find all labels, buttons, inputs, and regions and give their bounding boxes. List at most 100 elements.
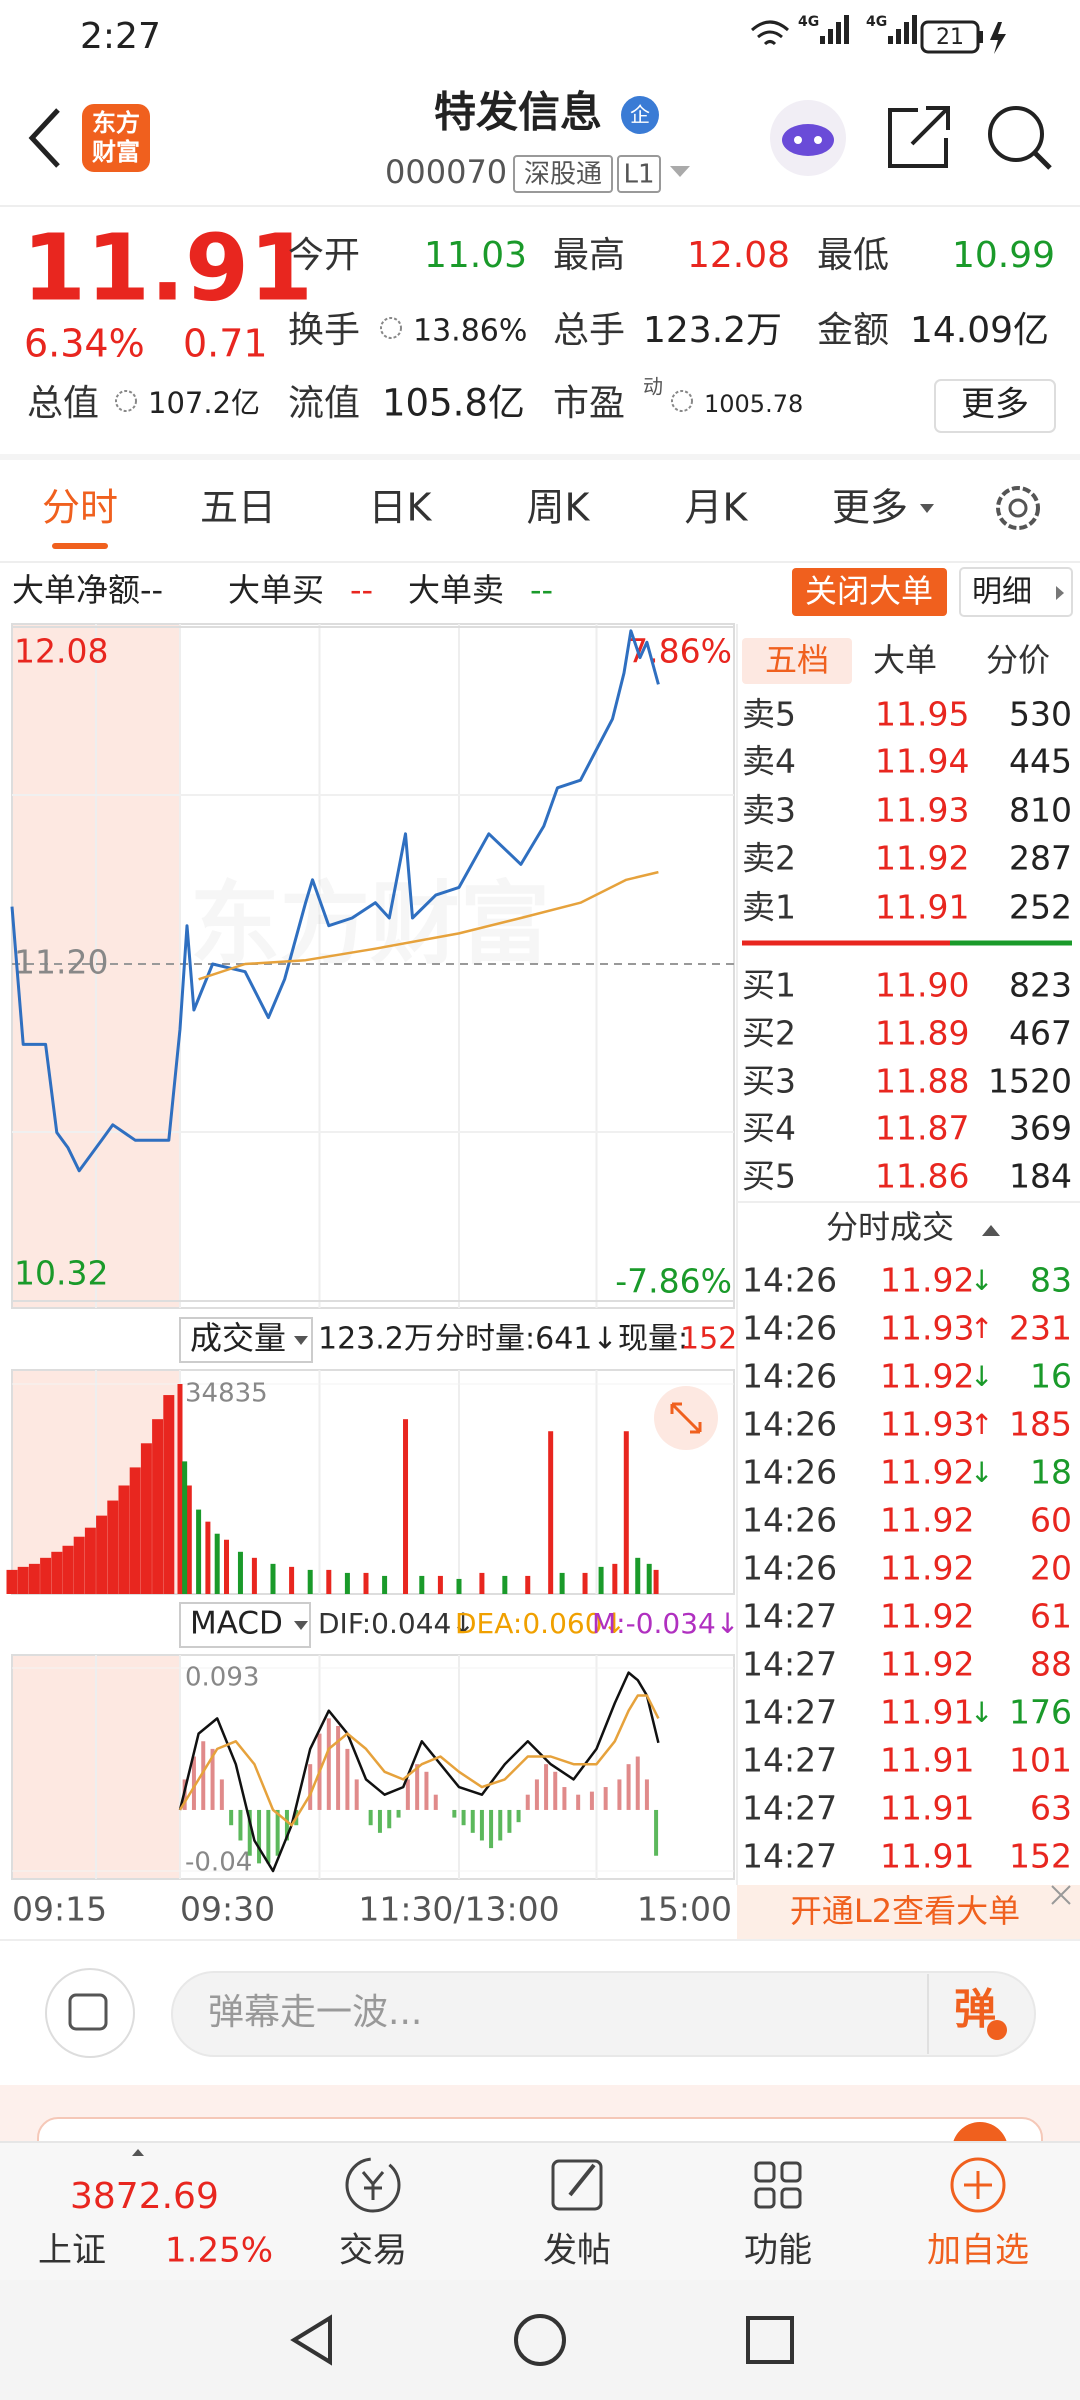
macd-bar [603,1787,608,1810]
field-label: 最低 [817,235,889,276]
trade-volume: 83 [1030,1261,1072,1300]
trade-time: 14:27 [742,1645,837,1684]
info-icon[interactable] [380,317,402,339]
price-tick-label: 11.20 [14,943,108,982]
system-back[interactable] [290,2314,332,2366]
charging-icon [990,22,1006,54]
order-level: 卖4 [742,742,796,781]
nav-item[interactable]: 功能 [744,2231,812,2271]
volume-bar [502,1575,508,1594]
info-icon[interactable] [671,390,693,412]
trade-price: 11.91 [880,1837,974,1876]
settings-button[interactable] [996,486,1040,530]
macd-bar [626,1764,631,1810]
order-level: 买4 [742,1109,796,1148]
volume-bar [270,1563,276,1594]
field-value: 123.2万 [643,310,782,351]
field-label: 流值 [288,383,360,424]
nav-item[interactable]: 加自选 [927,2231,1029,2271]
volume-bar [363,1572,369,1594]
volume-bar [344,1572,350,1594]
trade-time: 14:27 [742,1693,837,1732]
chart-tab[interactable]: 更多 [832,486,908,530]
big-order-label: 大单卖 [408,571,504,609]
time-axis-label: 15:00 [637,1890,732,1929]
order-book-tab[interactable]: 分价 [986,641,1050,679]
order-level: 买1 [742,966,796,1005]
info-icon[interactable] [115,390,137,412]
trades-toggle[interactable] [982,1225,1000,1236]
chart-tab[interactable]: 周K [527,486,591,530]
detail-button[interactable] [959,567,1073,617]
macd-bar [507,1809,512,1833]
macd-bar [238,1809,243,1841]
stock-name: 特发信息 [434,88,602,137]
volume-bar [177,1384,183,1594]
field-value: 12.08 [687,235,790,276]
volume-bar [224,1539,229,1594]
close-big-order-button[interactable] [792,568,947,616]
volume-bar [326,1569,332,1594]
share-button[interactable] [888,106,950,168]
macd-bar [405,1779,410,1810]
order-price: 11.94 [875,742,969,781]
nav-item[interactable]: 发帖 [543,2231,611,2271]
volume-selector[interactable] [179,1317,313,1363]
field-value: 1005.78 [704,390,803,418]
price-tick-label: 12.08 [14,632,108,671]
macd-bar [617,1779,622,1810]
l2-banner[interactable] [737,1885,1080,1940]
trade-price: 11.92 [880,1357,974,1396]
trade-time: 14:26 [742,1357,837,1396]
macd-bar [654,1809,659,1856]
big-order-label: 大单买 [228,571,324,609]
change-amount: 0.71 [183,322,268,366]
order-book-tab[interactable]: 大单 [873,641,937,679]
volume-bar [289,1566,295,1594]
back-button[interactable] [28,108,60,168]
battery-body [920,20,980,54]
system-recents[interactable] [746,2316,794,2364]
macd-title: MACD [190,1606,283,1642]
more-label: 更多 [961,385,1029,425]
macd-bar [562,1787,567,1810]
order-volume: 1520 [988,1062,1072,1101]
order-level: 卖1 [742,888,796,927]
order-book-tab[interactable]: 五档 [765,641,829,679]
banner-close[interactable] [1051,1885,1071,1905]
macd-bar [589,1791,594,1810]
macd-selector[interactable] [179,1602,311,1648]
dropdown-icon[interactable] [670,166,690,177]
chart-tab[interactable]: 日K [369,486,433,530]
chart-tab[interactable]: 五日 [200,486,276,530]
macd-bar [275,1809,280,1856]
macd-line [178,1694,660,1827]
volume-bar [196,1509,202,1594]
volume-bar [403,1419,409,1594]
chart-tab[interactable]: 分时 [42,486,118,530]
system-home[interactable] [514,2314,566,2366]
volume-bar [107,1500,119,1594]
trade-volume: 88 [1030,1645,1072,1684]
field-superscript: 动 [643,375,663,399]
more-button[interactable] [934,379,1056,433]
current-volume: 152 [680,1322,737,1357]
search-button[interactable] [988,106,1044,162]
trade-time: 14:26 [742,1501,837,1540]
volume-bar [40,1557,52,1594]
nav-item[interactable]: 交易 [339,2231,407,2271]
assistant-face [782,124,834,156]
close-big-order-label: 关闭大单 [805,572,933,610]
chart-tab[interactable]: 月K [685,486,749,530]
order-volume: 467 [1009,1014,1072,1053]
volume-bar [479,1572,485,1594]
volume-bar [653,1569,659,1594]
trade-price: 11.93 [880,1309,974,1348]
volume-bar [96,1515,108,1594]
comment-input[interactable] [171,1971,1036,2057]
order-level: 买2 [742,1014,796,1053]
barrage-settings[interactable] [45,1968,135,2058]
field-value: 13.86% [413,314,527,349]
macd-bar [201,1741,206,1810]
barrage-badge [987,2020,1007,2040]
